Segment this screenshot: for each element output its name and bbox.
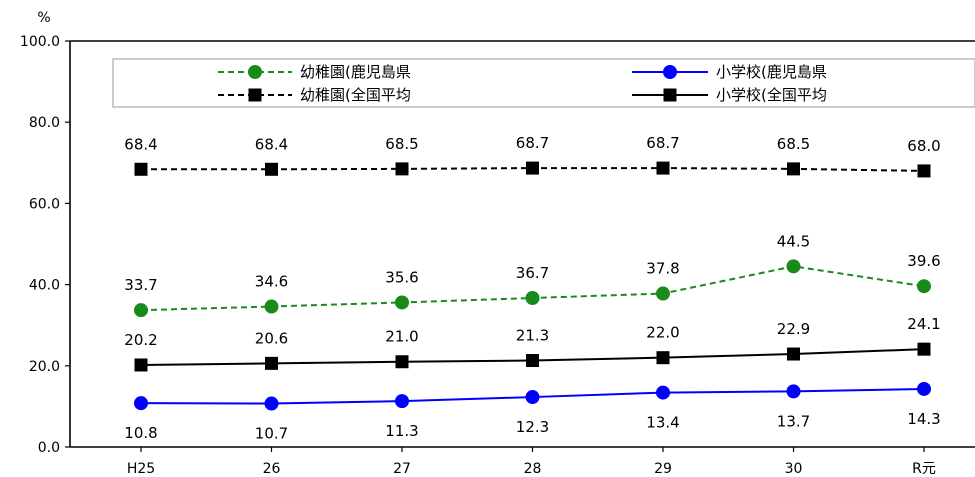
data-point: [525, 290, 540, 305]
x-tick-label: 27: [393, 461, 411, 477]
data-point: [786, 259, 801, 274]
x-tick-label: R元: [912, 461, 936, 477]
data-label: 33.7: [124, 276, 157, 294]
data-point: [786, 384, 801, 399]
legend-swatch-marker: [663, 65, 677, 79]
data-point: [656, 385, 670, 400]
data-point: [265, 162, 278, 176]
legend-swatch-marker: [248, 88, 262, 102]
x-tick-label: 28: [524, 461, 542, 477]
data-point: [526, 161, 539, 175]
x-tick-label: 26: [263, 461, 281, 477]
data-point: [395, 162, 409, 176]
y-tick-label: 20.0: [29, 359, 60, 375]
data-label: 20.6: [255, 329, 288, 347]
data-point: [264, 299, 279, 314]
data-label: 68.4: [124, 135, 157, 153]
data-point: [264, 396, 279, 411]
data-label: 13.7: [777, 412, 810, 430]
data-point: [395, 394, 409, 409]
data-label: 13.4: [646, 414, 679, 432]
data-label: 10.7: [255, 425, 288, 443]
data-label: 10.8: [124, 424, 157, 442]
data-point: [917, 381, 931, 396]
legend-entry-label: 幼稚園(全国平均: [300, 86, 411, 104]
data-label: 14.3: [907, 410, 940, 428]
data-label: 21.3: [516, 327, 549, 345]
data-label: 22.9: [777, 320, 810, 338]
data-label: 35.6: [385, 268, 418, 286]
data-point: [917, 279, 931, 294]
data-point: [134, 396, 148, 411]
data-label: 68.7: [646, 134, 679, 152]
data-point: [134, 303, 148, 318]
data-label: 34.6: [255, 273, 288, 291]
data-label: 24.1: [907, 315, 940, 333]
legend-swatch-marker: [248, 65, 262, 79]
data-point: [656, 286, 670, 301]
data-point: [134, 162, 148, 176]
data-label: 68.0: [907, 137, 940, 155]
data-point: [395, 355, 409, 369]
data-label: 21.0: [385, 328, 418, 346]
x-tick-label: 30: [785, 461, 803, 477]
data-label: 36.7: [516, 264, 549, 282]
legend-entry-label: 小学校(鹿児島県: [716, 63, 827, 81]
legend-swatch-marker: [663, 88, 677, 102]
data-point: [917, 164, 931, 178]
y-tick-label: 40.0: [29, 278, 60, 294]
data-label: 20.2: [124, 331, 157, 349]
data-label: 39.6: [907, 252, 940, 270]
x-tick-label: H25: [127, 461, 155, 477]
data-label: 68.4: [255, 135, 288, 153]
data-label: 12.3: [516, 418, 549, 436]
data-point: [787, 162, 800, 176]
data-point: [395, 295, 409, 310]
y-tick-label: 100.0: [20, 34, 60, 50]
data-label: 37.8: [646, 260, 679, 278]
data-label: 44.5: [777, 232, 810, 250]
y-tick-label: 60.0: [29, 196, 60, 212]
data-label: 11.3: [385, 422, 418, 440]
y-tick-label: 80.0: [29, 115, 60, 131]
legend-entry-label: 小学校(全国平均: [716, 86, 827, 104]
legend-box: [112, 58, 975, 108]
data-label: 22.0: [646, 324, 679, 342]
data-point: [787, 347, 800, 361]
data-label: 68.7: [516, 134, 549, 152]
y-axis-unit: %: [37, 10, 50, 26]
data-label: 68.5: [777, 135, 810, 153]
data-point: [265, 356, 278, 370]
data-label: 68.5: [385, 135, 418, 153]
data-point: [656, 351, 670, 365]
data-point: [134, 358, 148, 372]
x-tick-label: 29: [654, 461, 672, 477]
y-tick-label: 0.0: [38, 440, 60, 456]
data-point: [526, 354, 539, 368]
data-point: [525, 390, 540, 405]
data-point: [917, 342, 931, 356]
data-point: [656, 161, 670, 175]
legend-entry-label: 幼稚園(鹿児島県: [300, 63, 411, 81]
